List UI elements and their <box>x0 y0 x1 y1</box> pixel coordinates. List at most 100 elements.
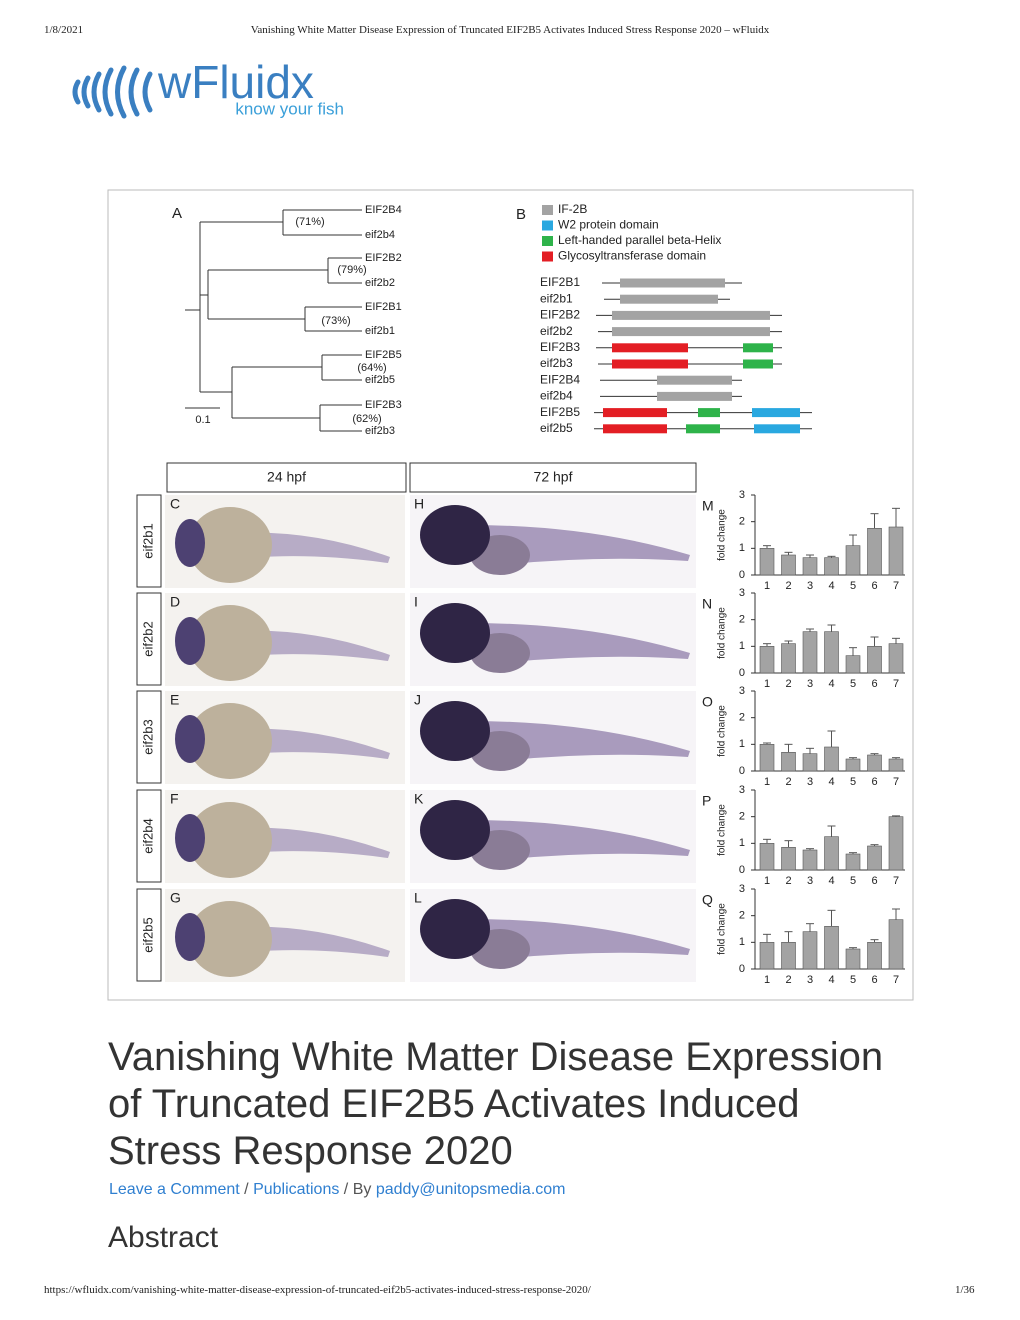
embryo-head <box>175 715 205 763</box>
x-tick-label: 2 <box>785 776 791 788</box>
error-bar <box>870 636 879 647</box>
comment-link[interactable]: Leave a Comment <box>109 1181 240 1198</box>
panel-label: F <box>170 791 179 807</box>
y-tick-label: 0 <box>739 765 745 777</box>
bar <box>802 631 818 674</box>
bar <box>867 754 882 772</box>
panel-label: B <box>516 206 526 223</box>
panel-label: A <box>172 205 182 222</box>
error-bar <box>827 730 836 747</box>
error-bar <box>892 815 900 817</box>
legend-label: Left-handed parallel beta-Helix <box>558 233 721 247</box>
y-tick-label: 1 <box>739 542 745 554</box>
embryo-yolk <box>188 507 272 583</box>
gene-box <box>136 494 162 588</box>
y-axis-label: fold change <box>717 705 728 757</box>
y-tick-label: 2 <box>739 516 745 528</box>
error-bar <box>827 555 836 558</box>
error-bar <box>784 743 793 753</box>
gene-row-label: eif2b2 <box>140 621 155 656</box>
stage-box <box>166 462 407 493</box>
larva-head <box>420 800 490 860</box>
x-tick-label: 1 <box>764 580 770 592</box>
error-bar <box>827 624 836 632</box>
domain <box>612 327 770 337</box>
domain <box>620 294 718 304</box>
error-bar <box>763 643 771 647</box>
gene-label: eif2b2 <box>540 324 573 338</box>
y-axis-label: fold change <box>717 509 728 561</box>
y-tick-label: 3 <box>739 587 745 599</box>
panel-label: H <box>414 496 424 512</box>
identity-label: (79%) <box>337 264 366 276</box>
error-bar <box>763 545 771 549</box>
domain <box>657 391 732 401</box>
section-heading: Abstract <box>108 1221 219 1254</box>
x-tick-label: 4 <box>828 875 834 887</box>
y-tick-label: 1 <box>739 738 745 750</box>
gene-label: eif2b4 <box>540 389 573 403</box>
print-page: 1/36 <box>955 1284 975 1296</box>
logo-name: wFluidx <box>157 56 314 108</box>
panel-label: Q <box>702 892 713 908</box>
error-bar <box>806 628 814 632</box>
error-bar <box>870 844 879 846</box>
x-tick-label: 2 <box>785 580 791 592</box>
domain <box>612 310 770 320</box>
x-tick-label: 5 <box>850 678 856 690</box>
panel-label: M <box>702 498 714 514</box>
larva-head <box>420 899 490 959</box>
bar <box>824 836 839 871</box>
legend-label: W2 protein domain <box>558 218 659 232</box>
stage-label: 72 hpf <box>534 469 573 485</box>
domain <box>657 375 732 385</box>
error-bar <box>870 513 879 529</box>
print-title-text: Vanishing White Matter Disease Expressio… <box>250 24 770 36</box>
error-bar <box>763 838 771 844</box>
x-tick-label: 1 <box>764 776 770 788</box>
category-link[interactable]: Publications <box>253 1181 340 1198</box>
bar <box>888 758 904 772</box>
y-axis-label: fold change <box>717 804 728 856</box>
bar <box>781 752 796 772</box>
panel-label: E <box>170 692 179 708</box>
gene-label: eif2b5 <box>540 421 573 435</box>
bar <box>867 845 882 871</box>
bar <box>845 758 861 772</box>
bar <box>781 847 796 871</box>
error-bar <box>763 742 771 745</box>
print-date: 1/8/2021 <box>44 24 84 36</box>
bar <box>759 744 775 772</box>
larva-head <box>420 603 490 663</box>
bar <box>888 526 904 576</box>
error-bar <box>849 947 857 949</box>
error-bar <box>784 931 793 943</box>
legend-swatch <box>542 236 553 246</box>
x-tick-label: 6 <box>871 776 877 788</box>
tree-leaf: EIF2B4 <box>365 204 402 216</box>
error-bar <box>870 753 879 755</box>
panel-label: O <box>702 694 713 710</box>
gene-row-label: eif2b4 <box>140 818 155 853</box>
x-tick-label: 7 <box>893 580 899 592</box>
bar <box>867 646 882 674</box>
x-tick-label: 3 <box>807 776 813 788</box>
y-axis-label: fold change <box>717 903 728 955</box>
logo[interactable]: wFluidx know your fish <box>72 56 344 119</box>
legend-label: Glycosyltransferase domain <box>558 249 706 263</box>
y-tick-label: 1 <box>739 837 745 849</box>
tree-leaf: eif2b2 <box>365 277 395 289</box>
gene-row-label: eif2b5 <box>140 917 155 952</box>
error-bar <box>806 923 814 932</box>
bar <box>781 554 796 576</box>
author-link[interactable]: paddy@unitopsmedia.com <box>375 1181 566 1198</box>
error-bar <box>763 933 771 943</box>
y-tick-label: 0 <box>739 667 745 679</box>
error-bar <box>784 640 793 644</box>
legend-swatch <box>542 220 553 231</box>
panel-label: L <box>414 890 422 906</box>
domain <box>612 359 688 369</box>
separator: / By <box>339 1181 376 1198</box>
y-tick-label: 1 <box>739 640 745 652</box>
